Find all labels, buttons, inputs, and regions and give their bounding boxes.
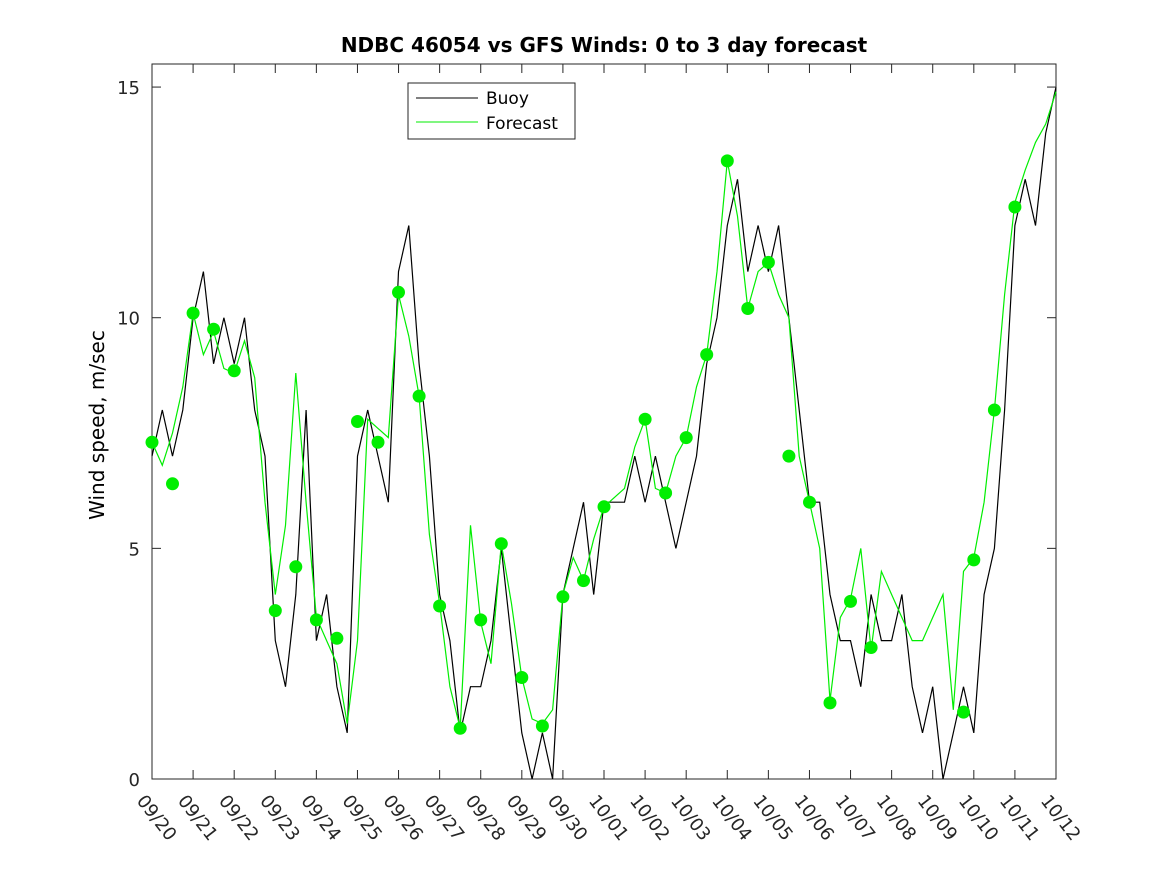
x-tick-label: 09/21 (173, 791, 221, 845)
forecast-marker (823, 696, 837, 710)
forecast-marker (1008, 200, 1022, 214)
forecast-marker (700, 348, 714, 362)
forecast-marker (453, 721, 467, 735)
x-tick-label: 10/10 (954, 791, 1002, 845)
forecast-marker (309, 613, 323, 627)
legend: Buoy Forecast (407, 82, 576, 140)
forecast-marker (289, 560, 303, 574)
forecast-marker (412, 389, 426, 403)
x-tick-label: 10/11 (995, 791, 1043, 845)
forecast-marker (166, 477, 179, 491)
x-tick-label: 10/03 (666, 791, 714, 845)
forecast-marker (535, 719, 549, 733)
forecast-marker (227, 364, 241, 378)
x-tick-label: 09/22 (214, 791, 262, 845)
x-tick-label: 10/04 (707, 791, 755, 845)
x-tick-label: 10/08 (872, 791, 920, 845)
y-tick-label: 10 (117, 309, 140, 330)
x-tick-label: 10/01 (584, 791, 632, 845)
x-tick-label: 09/25 (338, 791, 386, 845)
legend-forecast-label: Forecast (486, 114, 558, 134)
legend-buoy-label: Buoy (486, 89, 529, 109)
y-axis-label: Wind speed, m/sec (85, 330, 109, 520)
forecast-marker (864, 641, 878, 654)
forecast-marker (597, 500, 611, 514)
forecast-marker (761, 255, 775, 269)
forecast-marker (330, 631, 344, 645)
forecast-marker (268, 604, 282, 618)
forecast-marker (207, 322, 221, 336)
legend-box (407, 82, 576, 140)
y-tick-label: 5 (129, 539, 140, 560)
y-tick-label: 15 (117, 78, 140, 99)
x-tick-label: 09/23 (255, 791, 303, 845)
forecast-marker (351, 415, 364, 428)
forecast-marker (844, 594, 857, 608)
x-tick-label: 09/20 (132, 791, 180, 845)
forecast-marker (720, 154, 734, 168)
forecast-marker (392, 285, 405, 299)
marker-layer (145, 154, 1022, 735)
forecast-marker (474, 613, 488, 627)
x-tick-label: 10/09 (913, 791, 961, 845)
forecast-marker (967, 553, 981, 567)
forecast-marker (803, 495, 816, 509)
x-tick-label: 10/05 (748, 791, 796, 845)
forecast-marker (145, 435, 159, 449)
x-tick-label: 09/24 (296, 791, 344, 845)
forecast-marker (494, 537, 508, 551)
x-tick-label: 09/26 (379, 791, 427, 845)
forecast-marker (433, 599, 447, 613)
plot-area (151, 63, 1057, 780)
forecast-marker (371, 435, 385, 449)
forecast-marker (679, 431, 693, 445)
y-axis: 0 5 10 15 (117, 78, 1056, 791)
x-tick-label: 09/28 (461, 791, 509, 845)
forecast-marker (577, 574, 590, 588)
forecast-marker (957, 705, 970, 719)
forecast-marker (782, 449, 796, 463)
x-tick-label: 10/06 (790, 791, 838, 845)
forecast-marker (186, 306, 200, 320)
forecast-marker (638, 412, 652, 426)
x-tick-label: 10/02 (625, 791, 673, 845)
forecast-marker (741, 302, 755, 315)
chart-title: NDBC 46054 vs GFS Winds: 0 to 3 day fore… (341, 33, 868, 57)
x-tick-label: 09/27 (420, 791, 468, 845)
forecast-marker (987, 403, 1001, 417)
forecast-marker (556, 590, 570, 604)
x-tick-label: 10/07 (831, 791, 879, 845)
x-tick-label: 09/30 (543, 791, 591, 845)
forecast-marker (515, 671, 529, 684)
x-tick-label: 10/12 (1036, 791, 1084, 845)
x-tick-label: 09/29 (502, 791, 550, 845)
y-tick-label: 0 (129, 770, 140, 791)
forecast-marker (659, 486, 673, 500)
